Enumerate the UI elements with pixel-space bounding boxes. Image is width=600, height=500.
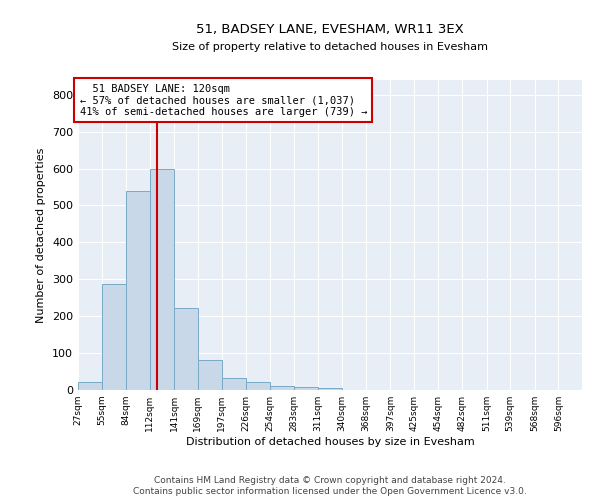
Bar	[198, 360, 221, 390]
Bar	[78, 382, 101, 390]
Bar	[150, 170, 174, 390]
Text: 51 BADSEY LANE: 120sqm
← 57% of detached houses are smaller (1,037)
41% of semi-: 51 BADSEY LANE: 120sqm ← 57% of detached…	[80, 84, 367, 117]
Bar	[101, 284, 126, 390]
Bar	[221, 378, 246, 390]
Text: Contains HM Land Registry data © Crown copyright and database right 2024.: Contains HM Land Registry data © Crown c…	[154, 476, 506, 485]
Bar	[318, 388, 342, 390]
Bar	[174, 308, 198, 390]
X-axis label: Distribution of detached houses by size in Evesham: Distribution of detached houses by size …	[185, 437, 475, 447]
Text: Size of property relative to detached houses in Evesham: Size of property relative to detached ho…	[172, 42, 488, 52]
Bar	[246, 382, 269, 390]
Text: Contains public sector information licensed under the Open Government Licence v3: Contains public sector information licen…	[133, 487, 527, 496]
Bar	[126, 190, 150, 390]
Text: 51, BADSEY LANE, EVESHAM, WR11 3EX: 51, BADSEY LANE, EVESHAM, WR11 3EX	[196, 22, 464, 36]
Bar	[294, 387, 318, 390]
Y-axis label: Number of detached properties: Number of detached properties	[37, 148, 46, 322]
Bar	[269, 386, 294, 390]
